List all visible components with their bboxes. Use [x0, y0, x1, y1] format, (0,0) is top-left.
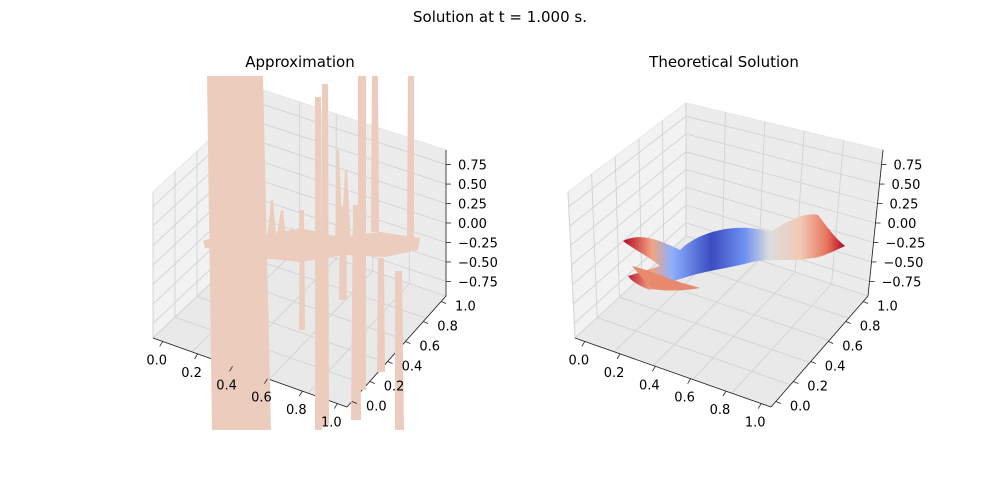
y-tick-mark [845, 321, 851, 324]
theoretical-surface-edge [632, 266, 700, 291]
z-tick-label: 0.25 [458, 198, 487, 213]
x-tick-label: 0.4 [216, 378, 237, 393]
z-tick-label: −0.50 [884, 256, 924, 271]
z-tick-label: −0.25 [458, 236, 498, 251]
x-tick-label: 0.0 [568, 353, 589, 368]
x-tick-label: 0.6 [674, 391, 695, 406]
x-tick-mark [299, 390, 303, 397]
axis-line [574, 337, 772, 408]
gridline [568, 115, 882, 207]
y-tick-mark [405, 341, 411, 344]
axes-tick-labels: 0.0 0.2 0.4 0.6 0.8 1.0 0.0 0.2 0.4 0.6 0.8 1.0 0.75… [146, 159, 497, 431]
axes-tick-labels: 0.0 0.2 0.4 0.6 0.8 1.0 0.0 0.2 0.4 0.6 0.8 1.0 0.75… [568, 159, 925, 431]
y-tick-label: 0.4 [825, 359, 846, 374]
approximation-surface-spike [321, 84, 329, 425]
y-tick-label: 0.2 [807, 379, 828, 394]
x-tick-label: 0.4 [639, 378, 660, 393]
y-tick-mark [387, 361, 393, 364]
y-tick-mark [810, 361, 816, 364]
figure-suptitle: Solution at t = 1.000 s. [413, 8, 587, 26]
x-tick-label: 0.2 [181, 366, 202, 381]
axis-line [770, 295, 869, 408]
gridline [571, 169, 876, 266]
y-tick-mark [423, 321, 429, 324]
x-tick-label: 0.6 [251, 391, 272, 406]
x-tick-mark [194, 353, 198, 360]
gridline [597, 317, 791, 386]
x-tick-mark [333, 403, 338, 409]
x-tick-label: 1.0 [745, 416, 766, 431]
y-tick-label: 0.0 [366, 399, 387, 414]
approximation-surface-spike [395, 271, 404, 430]
z-tick-label: 0.75 [894, 159, 923, 174]
y-tick-label: 0.6 [419, 340, 440, 355]
x-tick-label: 1.0 [321, 416, 342, 431]
gridline [653, 259, 760, 366]
z-tick-label: 0.25 [890, 198, 919, 213]
y-tick-mark [351, 401, 358, 404]
z-tick-label: 0.00 [458, 217, 487, 232]
z-tick-label: −0.25 [886, 236, 926, 251]
gridline [619, 296, 810, 364]
y-tick-label: 0.2 [384, 379, 405, 394]
z-tick-label: 0.00 [888, 217, 917, 232]
theoretical-surface-sheet [623, 214, 845, 290]
approximation-surface-spike [299, 210, 305, 330]
y-tick-label: 1.0 [455, 300, 476, 315]
x-tick-mark [616, 353, 621, 360]
y-tick-label: 0.8 [437, 320, 458, 335]
y-tick-label: 0.4 [402, 359, 423, 374]
x-tick-label: 0.0 [146, 353, 167, 368]
x-tick-mark [581, 341, 586, 347]
theoretical-surface [623, 214, 845, 291]
gridline [570, 151, 878, 246]
y-tick-mark [440, 301, 447, 304]
gridline [569, 133, 880, 227]
approximation-surface-spike [377, 258, 385, 372]
approximation-surface-spike [358, 76, 366, 390]
z-tick-label: −0.75 [882, 275, 922, 290]
x-tick-mark [159, 341, 164, 347]
y-tick-mark [828, 341, 834, 344]
approximation-panel: 0.0 0.2 0.4 0.6 0.8 1.0 0.0 0.2 0.4 0.6 0.8 1.0 0.75… [146, 53, 497, 431]
gridline [731, 283, 832, 394]
approximation-surface-jagged [267, 199, 297, 251]
approximation-surface-spike [407, 76, 414, 240]
x-tick-mark [229, 366, 233, 372]
approximation-title: Approximation [245, 53, 354, 71]
y-tick-label: 1.0 [877, 300, 898, 315]
y-tick-mark [863, 301, 869, 304]
x-tick-mark [652, 366, 656, 372]
x-tick-mark [722, 390, 727, 397]
gridline [692, 271, 796, 380]
y-tick-mark [369, 381, 375, 384]
theoretical-solution-panel: 0.0 0.2 0.4 0.6 0.8 1.0 0.0 0.2 0.4 0.6 0.8 1.0 0.75… [567, 53, 925, 431]
approximation-surface-jagged [335, 149, 351, 249]
y-tick-label: 0.0 [790, 399, 811, 414]
gridline [573, 222, 870, 324]
y-tick-mark [793, 381, 799, 384]
z-tick-label: 0.50 [458, 178, 487, 193]
z-tick-label: −0.50 [458, 256, 498, 271]
x-tick-mark [264, 378, 268, 384]
approximation-surface-spike [207, 76, 271, 430]
theoretical-solution-title: Theoretical Solution [648, 53, 799, 71]
approximation-surface [203, 76, 420, 430]
y-tick-label: 0.8 [860, 320, 881, 335]
y-tick-mark [775, 401, 781, 404]
gridline [174, 316, 367, 386]
approximation-surface-spike [315, 97, 322, 430]
x-tick-label: 0.8 [710, 403, 731, 418]
z-tick-label: −0.75 [458, 275, 498, 290]
z-tick-label: 0.50 [892, 178, 921, 193]
x-tick-label: 0.8 [286, 403, 307, 418]
z-tick-label: 0.75 [458, 159, 487, 174]
x-tick-label: 0.2 [604, 366, 625, 381]
approximation-surface-spike [371, 76, 379, 232]
y-tick-label: 0.6 [842, 340, 863, 355]
x-tick-mark [757, 403, 762, 409]
x-tick-mark [687, 378, 691, 384]
